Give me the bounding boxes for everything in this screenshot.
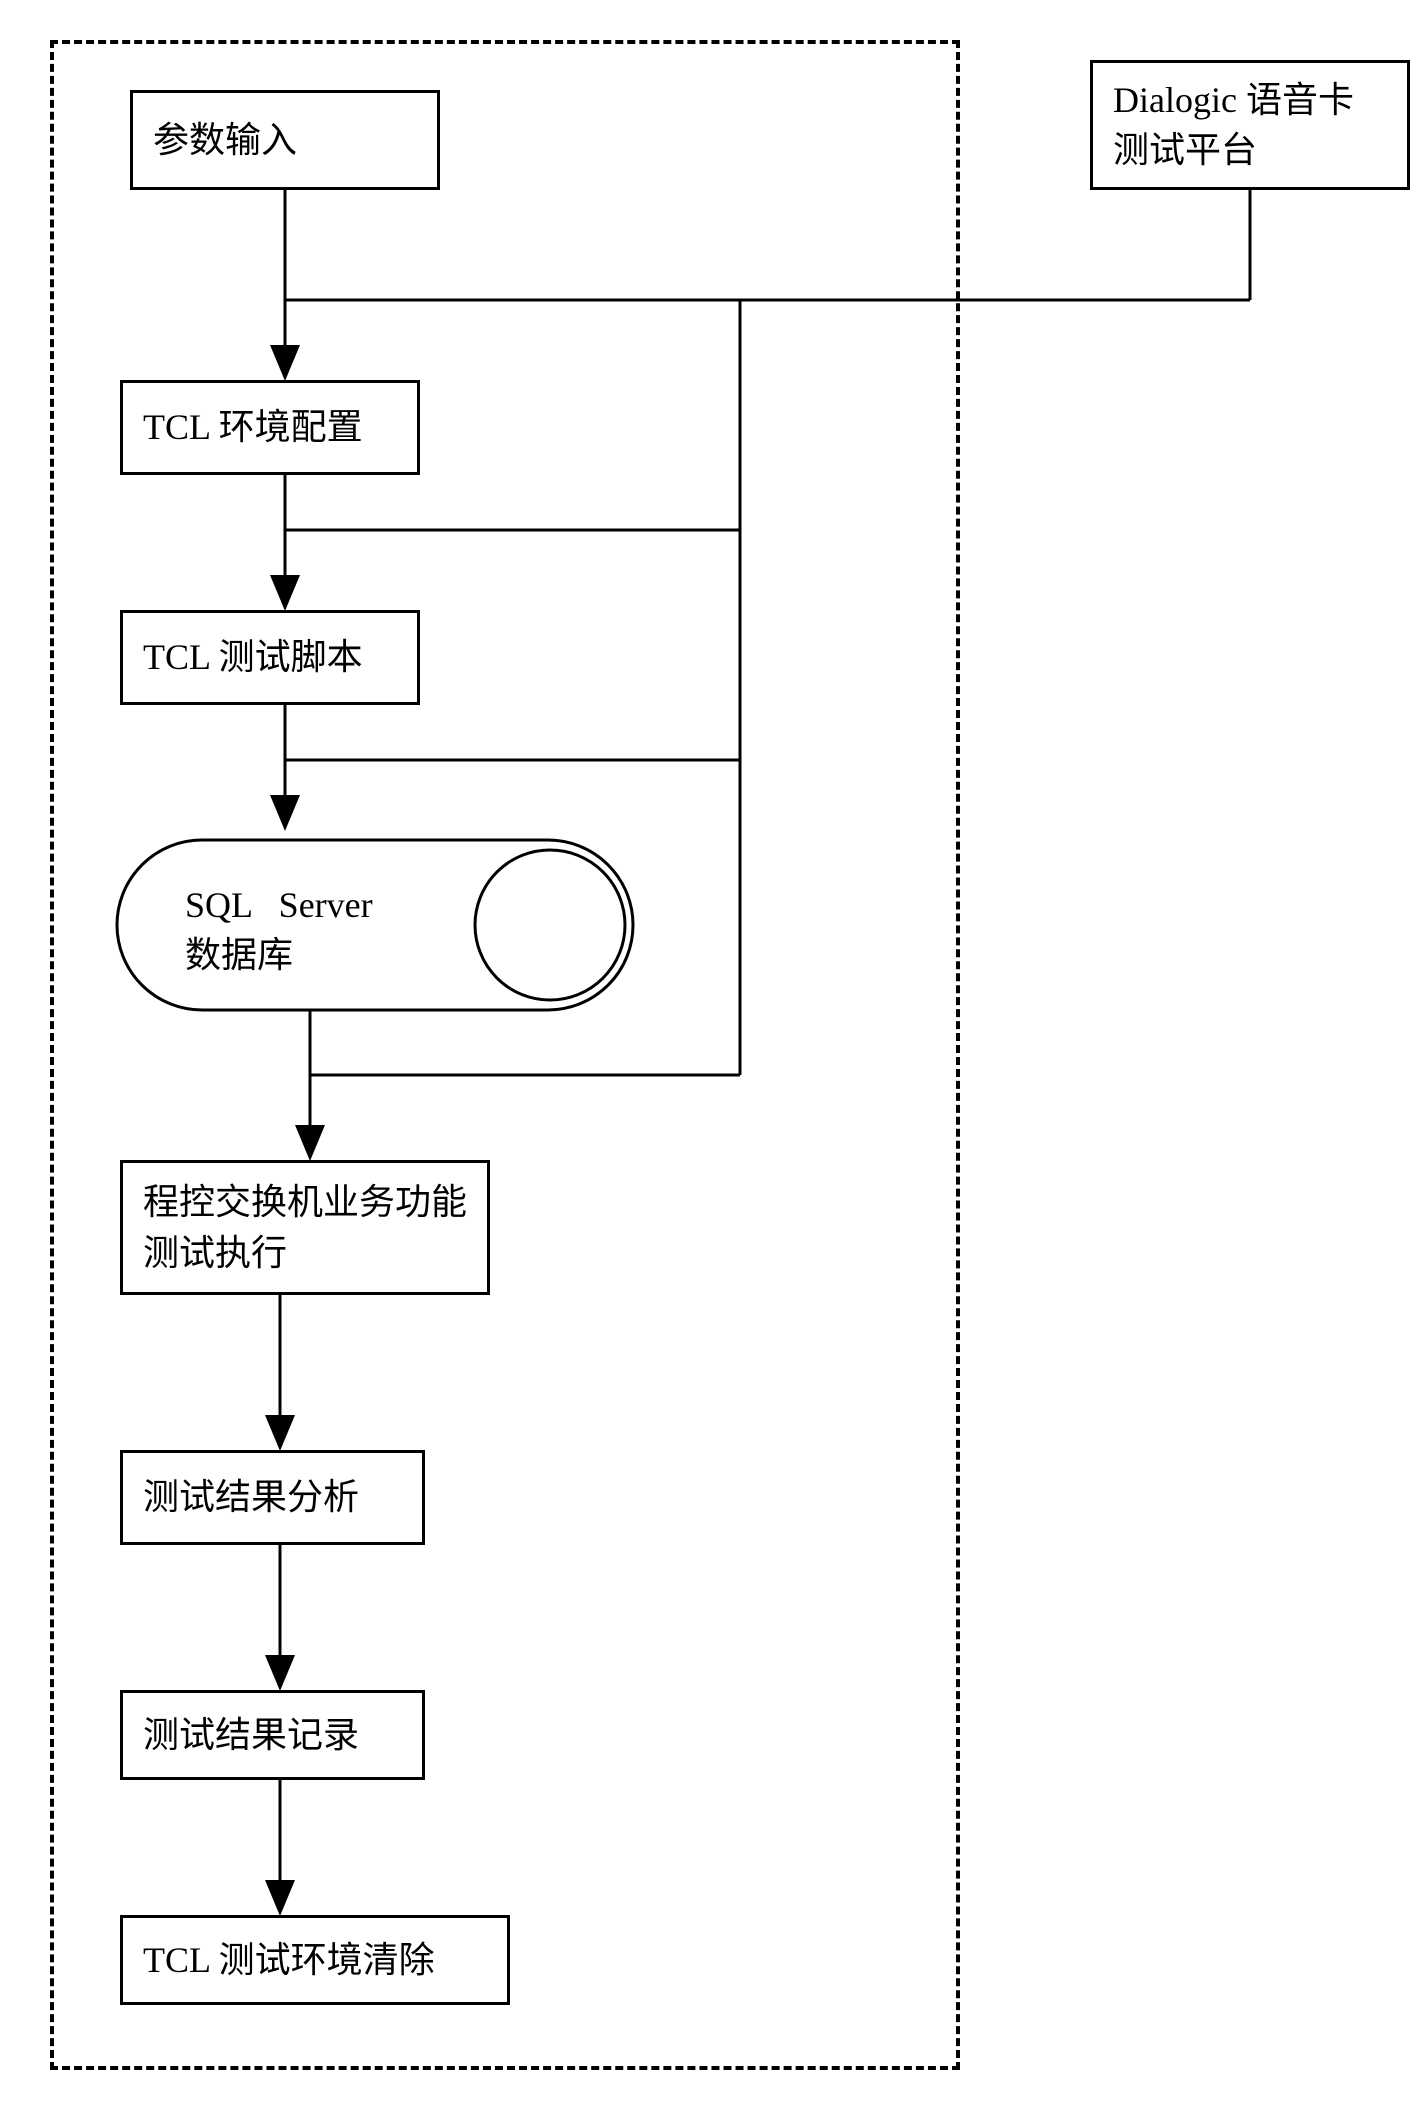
node-label: 测试结果记录 (143, 1710, 359, 1760)
node-label: TCL 测试环境清除 (143, 1935, 435, 1985)
node-tcl-env: TCL 环境配置 (120, 380, 420, 475)
node-label: TCL 测试脚本 (143, 632, 363, 682)
node-label: TCL 环境配置 (143, 402, 363, 452)
node-label: 参数输入 (153, 115, 297, 165)
node-test-exec: 程控交换机业务功能测试执行 (120, 1160, 490, 1295)
node-result-record: 测试结果记录 (120, 1690, 425, 1780)
node-tcl-script: TCL 测试脚本 (120, 610, 420, 705)
node-label: SQL Server 数据库 (185, 880, 373, 981)
node-sql-db: SQL Server 数据库 (115, 840, 635, 1010)
node-label: Dialogic 语音卡测试平台 (1113, 75, 1387, 176)
node-result-analysis: 测试结果分析 (120, 1450, 425, 1545)
flowchart-container: 参数输入 Dialogic 语音卡测试平台 TCL 环境配置 TCL 测试脚本 … (20, 20, 1418, 2095)
node-label: 测试结果分析 (143, 1472, 359, 1522)
node-label: 程控交换机业务功能测试执行 (143, 1177, 467, 1278)
node-dialogic: Dialogic 语音卡测试平台 (1090, 60, 1410, 190)
node-param-input: 参数输入 (130, 90, 440, 190)
node-tcl-cleanup: TCL 测试环境清除 (120, 1915, 510, 2005)
